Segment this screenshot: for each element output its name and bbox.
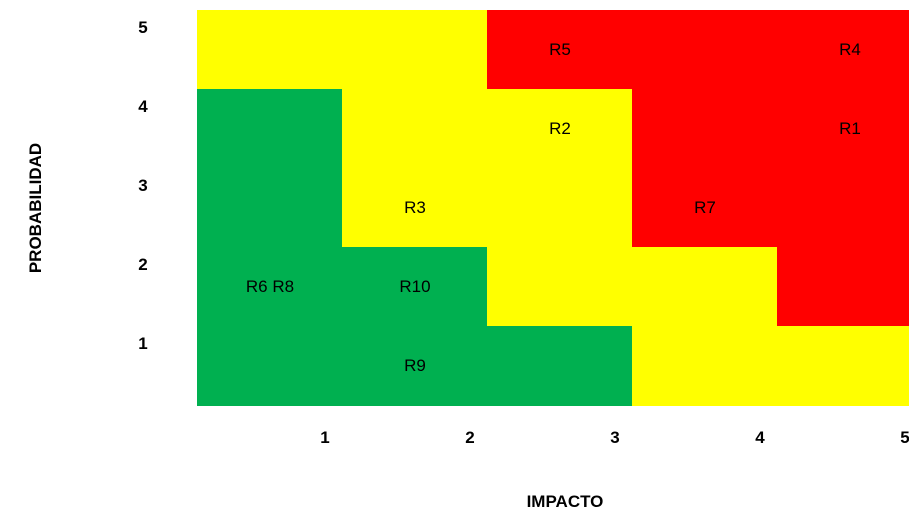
risk-label: R10 <box>399 277 431 296</box>
heatmap-cell <box>632 10 778 90</box>
x-axis-label: IMPACTO <box>526 492 604 511</box>
x-tick-label: 1 <box>320 428 330 447</box>
heatmap-cell <box>777 10 909 90</box>
risk-label: R9 <box>404 356 426 375</box>
risk-label: R5 <box>549 40 571 59</box>
risk-label: R6 R8 <box>245 277 295 296</box>
y-tick-label: 2 <box>138 255 148 274</box>
heatmap-cell <box>197 89 343 169</box>
y-tick-label: 5 <box>138 18 148 37</box>
heatmap-cell <box>487 168 633 248</box>
heatmap-cell <box>777 247 909 327</box>
y-axis-label: PROBABILIDAD <box>26 142 45 274</box>
heatmap-cell <box>342 10 488 90</box>
heatmap-cell <box>777 89 909 169</box>
heatmap-cell <box>632 247 778 327</box>
risk-label: R7 <box>694 198 716 217</box>
y-tick-label: 3 <box>138 176 148 195</box>
heatmap-cell <box>632 168 778 248</box>
heatmap-cell <box>342 89 488 169</box>
y-tick-label: 4 <box>138 97 148 116</box>
heatmap-cell <box>777 326 909 406</box>
heatmap-cell <box>632 326 778 406</box>
heatmap-cell <box>777 168 909 248</box>
heatmap-cell <box>487 247 633 327</box>
x-tick-label: 3 <box>610 428 620 447</box>
heatmap-cell <box>487 10 633 90</box>
heatmap-cell <box>487 89 633 169</box>
x-tick-label: 4 <box>755 428 765 447</box>
y-tick-label: 1 <box>138 334 148 353</box>
heatmap-cell <box>342 168 488 248</box>
heatmap-cell <box>487 326 633 406</box>
risk-label: R1 <box>839 119 861 138</box>
heatmap-cell <box>632 89 778 169</box>
heatmap-cell <box>197 326 343 406</box>
heatmap-cell <box>342 247 488 327</box>
heatmap-cell <box>197 10 343 90</box>
risk-label: R3 <box>404 198 426 217</box>
heatmap-cell <box>197 247 343 327</box>
risk-label: R2 <box>549 119 571 138</box>
heatmap-cell <box>342 326 488 406</box>
heatmap-cell <box>197 168 343 248</box>
x-tick-label: 5 <box>900 428 909 447</box>
risk-label: R4 <box>839 40 861 59</box>
x-tick-label: 2 <box>465 428 475 447</box>
